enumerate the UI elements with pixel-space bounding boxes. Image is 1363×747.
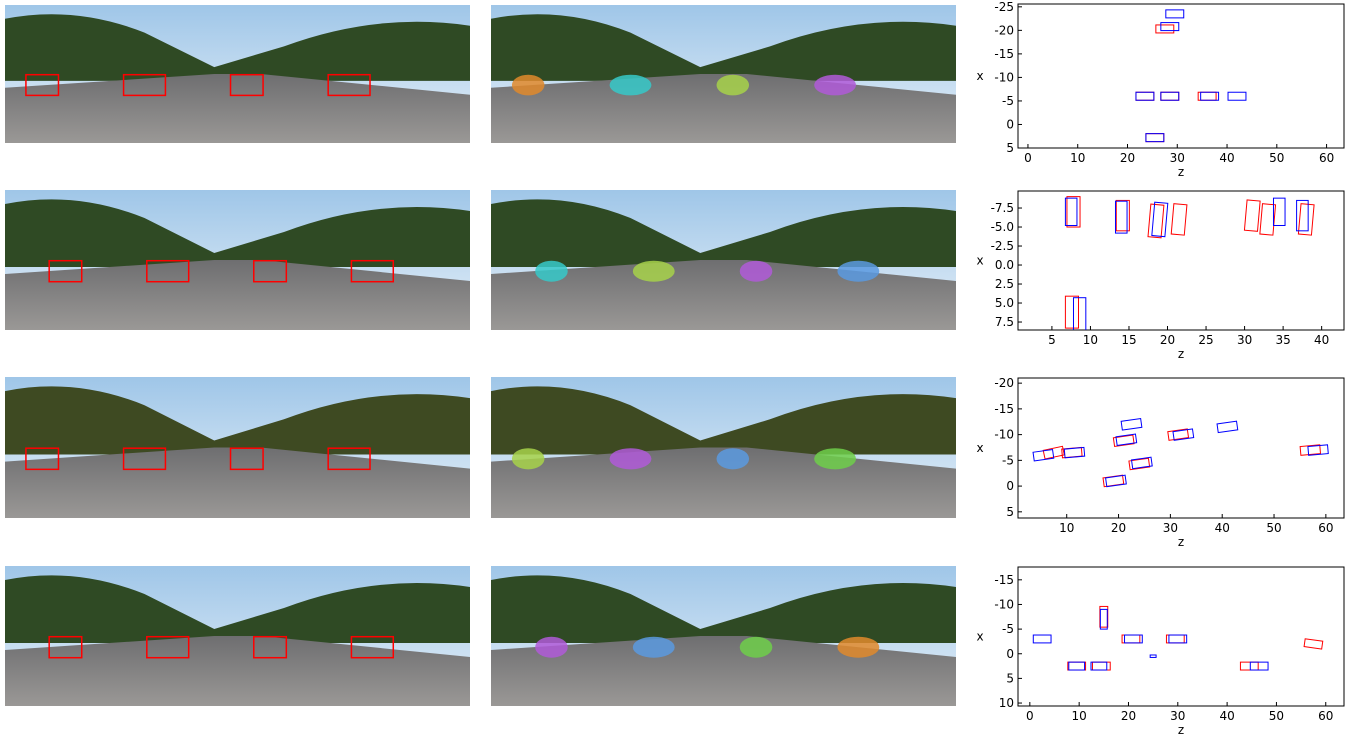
x-axis-label: z bbox=[1178, 165, 1184, 179]
x-axis-label: z bbox=[1178, 723, 1184, 737]
car-mesh bbox=[633, 637, 675, 658]
y-tick-label: 5 bbox=[1006, 141, 1014, 155]
photo bbox=[5, 190, 470, 330]
x-tick-label: 10 bbox=[1059, 521, 1074, 535]
car-mesh bbox=[814, 75, 856, 96]
car-mesh bbox=[740, 637, 773, 658]
y-axis-label: x bbox=[976, 441, 983, 455]
x-tick-label: 40 bbox=[1314, 333, 1329, 347]
car-mesh bbox=[814, 448, 856, 469]
y-tick-label: 7.5 bbox=[995, 315, 1014, 329]
car-mesh bbox=[837, 637, 879, 658]
x-tick-label: 20 bbox=[1111, 521, 1126, 535]
x-tick-label: 40 bbox=[1219, 709, 1234, 723]
x-tick-label: 20 bbox=[1121, 709, 1136, 723]
photo bbox=[5, 377, 470, 518]
x-tick-label: 60 bbox=[1318, 709, 1333, 723]
bev-plot: 01020304050601050-5-10-15zx bbox=[976, 567, 1344, 737]
y-axis-label: x bbox=[976, 69, 983, 83]
x-tick-label: 60 bbox=[1319, 151, 1334, 165]
x-tick-label: 30 bbox=[1170, 709, 1185, 723]
car-mesh bbox=[740, 261, 773, 282]
x-tick-label: 35 bbox=[1275, 333, 1290, 347]
y-axis-label: x bbox=[976, 630, 983, 644]
y-tick-label: -25 bbox=[994, 0, 1014, 14]
x-tick-label: 5 bbox=[1048, 333, 1056, 347]
car-mesh bbox=[633, 261, 675, 282]
y-tick-label: 0.0 bbox=[995, 258, 1014, 272]
y-tick-label: 0 bbox=[1006, 117, 1014, 131]
x-axis-label: z bbox=[1178, 347, 1184, 361]
y-tick-label: -2.5 bbox=[991, 239, 1014, 253]
x-tick-label: 60 bbox=[1318, 521, 1333, 535]
car-mesh bbox=[717, 75, 750, 96]
x-tick-label: 40 bbox=[1219, 151, 1234, 165]
y-tick-label: 2.5 bbox=[995, 277, 1014, 291]
photo bbox=[491, 377, 956, 518]
x-axis-label: z bbox=[1178, 535, 1184, 549]
bev-plot: 10203040506050-5-10-15-20zx bbox=[976, 376, 1344, 549]
photo-panels bbox=[5, 5, 956, 706]
y-tick-label: -15 bbox=[994, 47, 1014, 61]
y-tick-label: -7.5 bbox=[991, 201, 1014, 215]
x-tick-label: 0 bbox=[1024, 151, 1032, 165]
y-tick-label: -5 bbox=[1002, 94, 1014, 108]
x-tick-label: 30 bbox=[1170, 151, 1185, 165]
x-tick-label: 10 bbox=[1083, 333, 1098, 347]
x-tick-label: 30 bbox=[1237, 333, 1252, 347]
plot-frame bbox=[1018, 378, 1344, 518]
y-tick-label: -15 bbox=[994, 573, 1014, 587]
x-tick-label: 50 bbox=[1266, 521, 1281, 535]
figure: 010203040506050-5-10-15-20-25zx510152025… bbox=[0, 0, 1363, 743]
x-tick-label: 25 bbox=[1198, 333, 1213, 347]
photo bbox=[491, 5, 956, 143]
y-tick-label: -20 bbox=[994, 376, 1014, 390]
x-tick-label: 50 bbox=[1269, 151, 1284, 165]
y-tick-label: -20 bbox=[994, 23, 1014, 37]
x-tick-label: 20 bbox=[1160, 333, 1175, 347]
plot-frame bbox=[1018, 4, 1344, 148]
car-mesh bbox=[535, 261, 568, 282]
x-tick-label: 50 bbox=[1269, 709, 1284, 723]
car-mesh bbox=[512, 75, 545, 96]
y-tick-label: 0 bbox=[1006, 647, 1014, 661]
x-tick-label: 30 bbox=[1163, 521, 1178, 535]
y-tick-label: 5 bbox=[1006, 671, 1014, 685]
car-mesh bbox=[717, 448, 750, 469]
y-tick-label: 10 bbox=[999, 696, 1014, 710]
bev-plot: 5 10 15 20 25 30 35 40 7.5 5.0 2.5 0.0 -2.5 -5.0 -7.5 z… bbox=[976, 191, 1344, 361]
photo bbox=[5, 5, 470, 143]
y-tick-label: -15 bbox=[994, 402, 1014, 416]
y-tick-label: -5 bbox=[1002, 453, 1014, 467]
car-mesh bbox=[610, 75, 652, 96]
photo bbox=[491, 190, 956, 330]
y-tick-label: -5.0 bbox=[991, 220, 1014, 234]
x-tick-label: 20 bbox=[1120, 151, 1135, 165]
plot-frame bbox=[1018, 567, 1344, 706]
x-tick-label: 10 bbox=[1070, 151, 1085, 165]
x-tick-label: 40 bbox=[1215, 521, 1230, 535]
car-mesh bbox=[837, 261, 879, 282]
x-tick-label: 0 bbox=[1026, 709, 1034, 723]
y-tick-label: -10 bbox=[994, 428, 1014, 442]
car-mesh bbox=[512, 448, 545, 469]
y-tick-label: 0 bbox=[1006, 479, 1014, 493]
y-tick-label: -5 bbox=[1002, 622, 1014, 636]
photo bbox=[491, 566, 956, 706]
x-tick-label: 15 bbox=[1121, 333, 1136, 347]
y-tick-label: -10 bbox=[994, 597, 1014, 611]
photo bbox=[5, 566, 470, 706]
x-tick-label: 10 bbox=[1072, 709, 1087, 723]
y-tick-label: -10 bbox=[994, 70, 1014, 84]
car-mesh bbox=[610, 448, 652, 469]
y-tick-label: 5.0 bbox=[995, 296, 1014, 310]
y-axis-label: x bbox=[976, 254, 983, 268]
y-tick-label: 5 bbox=[1006, 505, 1014, 519]
car-mesh bbox=[535, 637, 568, 658]
